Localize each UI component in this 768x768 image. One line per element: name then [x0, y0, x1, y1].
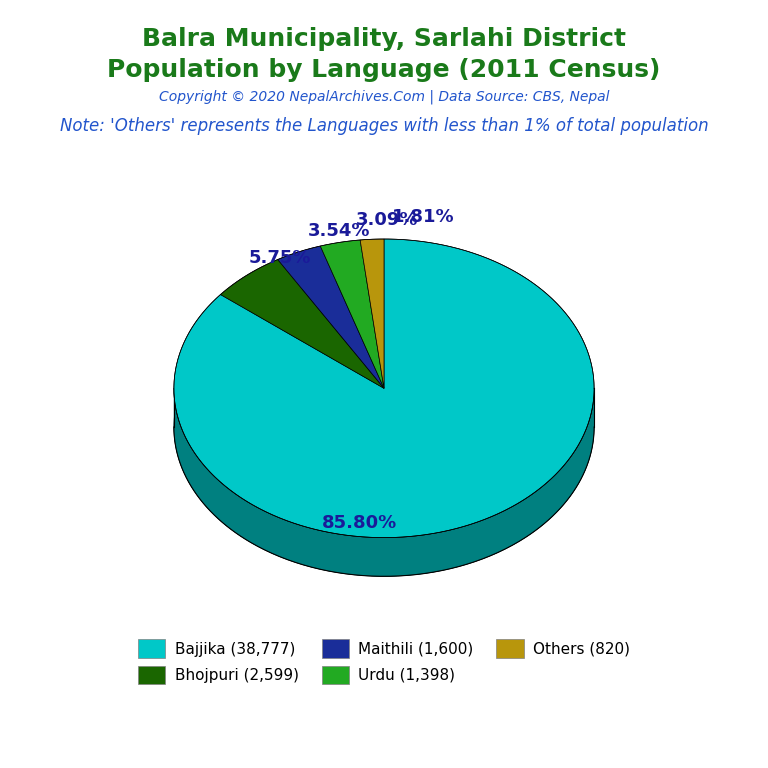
Text: Note: 'Others' represents the Languages with less than 1% of total population: Note: 'Others' represents the Languages … — [60, 117, 708, 134]
Polygon shape — [278, 246, 384, 389]
Polygon shape — [174, 278, 594, 576]
Text: 5.75%: 5.75% — [248, 249, 311, 267]
Text: Balra Municipality, Sarlahi District: Balra Municipality, Sarlahi District — [142, 27, 626, 51]
Polygon shape — [174, 389, 594, 576]
Text: 85.80%: 85.80% — [322, 514, 397, 532]
Text: Population by Language (2011 Census): Population by Language (2011 Census) — [108, 58, 660, 81]
Polygon shape — [360, 239, 384, 389]
Text: Copyright © 2020 NepalArchives.Com | Data Source: CBS, Nepal: Copyright © 2020 NepalArchives.Com | Dat… — [159, 90, 609, 104]
Polygon shape — [174, 389, 594, 576]
Polygon shape — [320, 240, 384, 389]
Legend: Bajjika (38,777), Bhojpuri (2,599), Maithili (1,600), Urdu (1,398), Others (820): Bajjika (38,777), Bhojpuri (2,599), Mait… — [132, 633, 636, 690]
Text: 1.81%: 1.81% — [392, 208, 455, 226]
Text: 3.09%: 3.09% — [356, 211, 418, 230]
Polygon shape — [174, 239, 594, 538]
Text: 3.54%: 3.54% — [308, 223, 370, 240]
Polygon shape — [220, 260, 384, 389]
